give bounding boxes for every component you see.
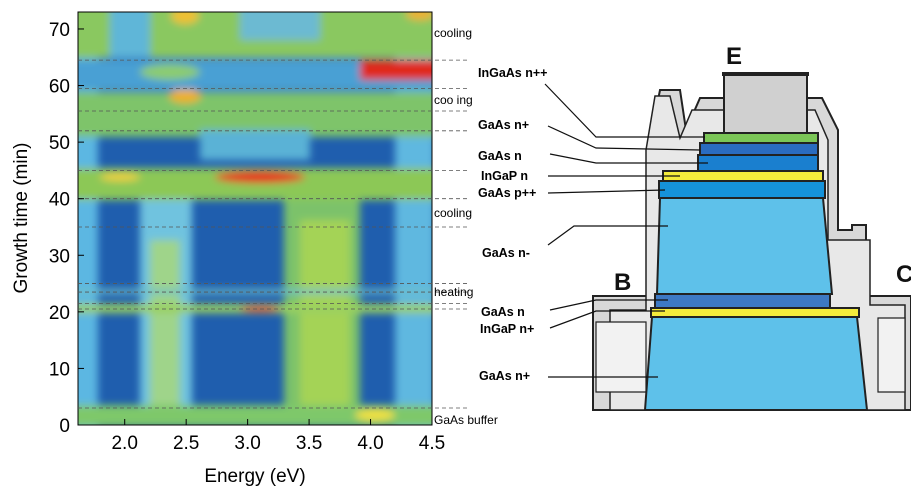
leader-line <box>549 153 708 164</box>
layer-label: GaAs n <box>478 149 522 163</box>
y-axis-label: Growth time (min) <box>11 143 32 294</box>
y-tick-label: 30 <box>49 246 70 267</box>
x-tick-label: 2.5 <box>173 433 199 454</box>
heatmap <box>78 12 432 425</box>
leader-line <box>547 189 666 194</box>
contact-label: B <box>614 269 631 296</box>
x-tick-label: 4.0 <box>357 433 383 454</box>
phase-label: GaAs buffer <box>434 413 498 427</box>
layer-label: InGaAs n++ <box>478 66 547 80</box>
layer-label: GaAs n+ <box>478 118 529 132</box>
layer-label: InGaP n+ <box>480 322 534 336</box>
x-tick-label: 3.5 <box>296 433 322 454</box>
y-tick-label: 70 <box>49 20 70 41</box>
y-tick-label: 20 <box>49 303 70 324</box>
contact-label: E <box>726 43 742 70</box>
x-axis-label: Energy (eV) <box>204 466 305 487</box>
phase-label: coo ing <box>434 93 473 107</box>
plot-frame <box>77 11 433 426</box>
y-tick-label: 0 <box>59 416 70 437</box>
phase-label: cooling <box>434 206 472 220</box>
leader-line <box>547 225 668 246</box>
leader-line <box>547 125 701 151</box>
device-schematic <box>592 72 911 411</box>
contact-label: C <box>896 261 911 288</box>
x-tick-label: 3.0 <box>234 433 260 454</box>
y-tick-label: 60 <box>49 77 70 98</box>
phase-label: heating <box>434 285 473 299</box>
y-tick-label: 10 <box>49 359 70 380</box>
x-tick-label: 2.0 <box>111 433 137 454</box>
leader-line <box>549 299 668 311</box>
y-tick-label: 50 <box>49 133 70 154</box>
layer-label: InGaP n <box>481 169 528 183</box>
phase-label: cooling <box>434 26 472 40</box>
y-tick-label: 40 <box>49 190 70 211</box>
leader-line <box>544 83 705 138</box>
layer-label: GaAs n+ <box>479 369 530 383</box>
layer-label: GaAs p++ <box>478 186 536 200</box>
x-tick-label: 4.5 <box>419 433 445 454</box>
layer-label: GaAs n- <box>482 246 530 260</box>
leader-line <box>549 310 665 329</box>
layer-label: GaAs n <box>481 305 525 319</box>
